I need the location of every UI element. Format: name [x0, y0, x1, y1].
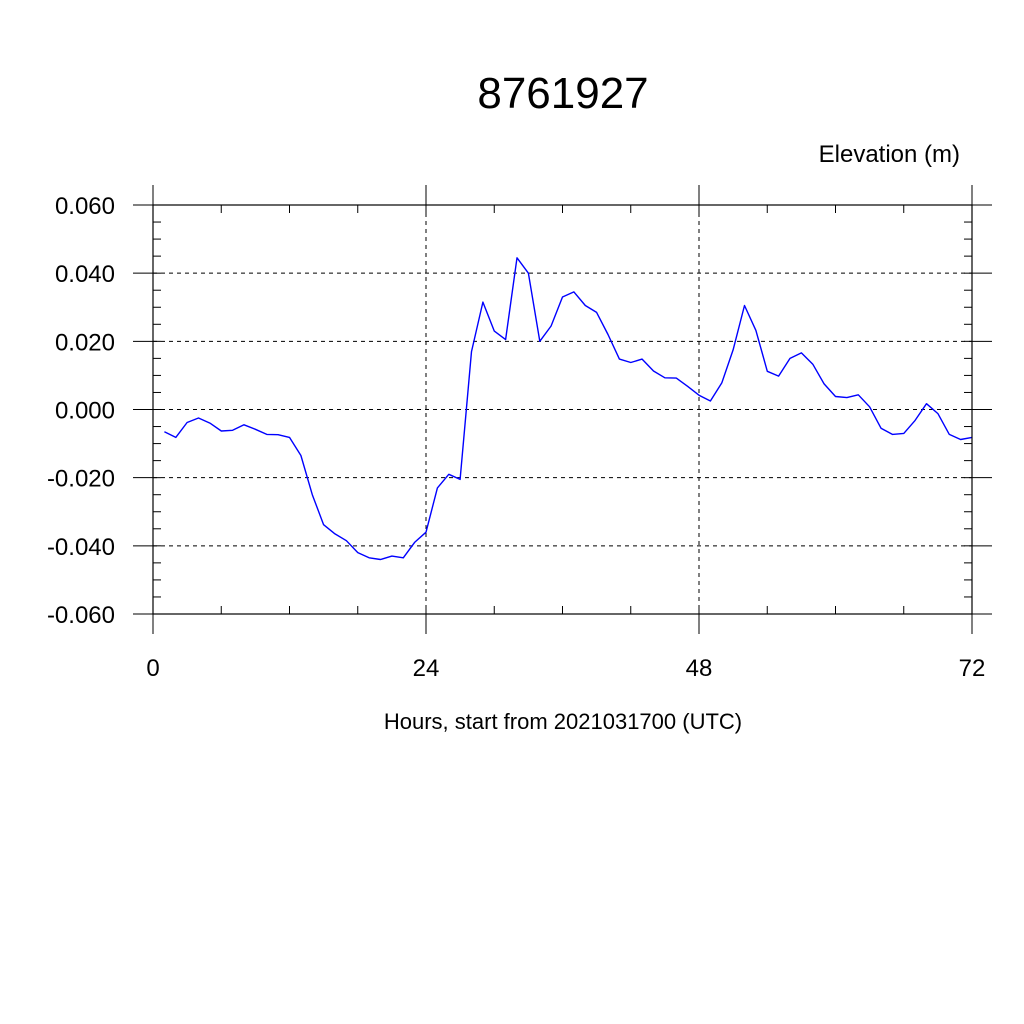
y-axis-label: Elevation (m)	[819, 141, 960, 168]
y-tick-label: 0.040	[55, 261, 115, 288]
y-tick-label: 0.060	[55, 193, 115, 220]
y-tick-label: -0.040	[47, 534, 115, 561]
x-tick-label: 72	[959, 655, 986, 682]
series-layer	[164, 257, 973, 561]
x-tick-label: 0	[146, 655, 159, 682]
y-tick-label: -0.060	[47, 602, 115, 629]
x-tick-label: 24	[413, 655, 440, 682]
x-axis-label: Hours, start from 2021031700 (UTC)	[384, 709, 742, 734]
y-tick-label: 0.020	[55, 329, 115, 356]
chart-title: 8761927	[477, 69, 648, 118]
y-tick-label: 0.000	[55, 398, 115, 425]
elevation-series-line	[164, 257, 973, 561]
y-tick-label: -0.020	[47, 466, 115, 493]
tick-labels: -0.060 -0.040 -0.020 0.000 0.020 0.040 0.060 0 2…	[47, 193, 985, 682]
x-tick-label: 48	[686, 655, 713, 682]
plot-frame	[152, 204, 973, 615]
